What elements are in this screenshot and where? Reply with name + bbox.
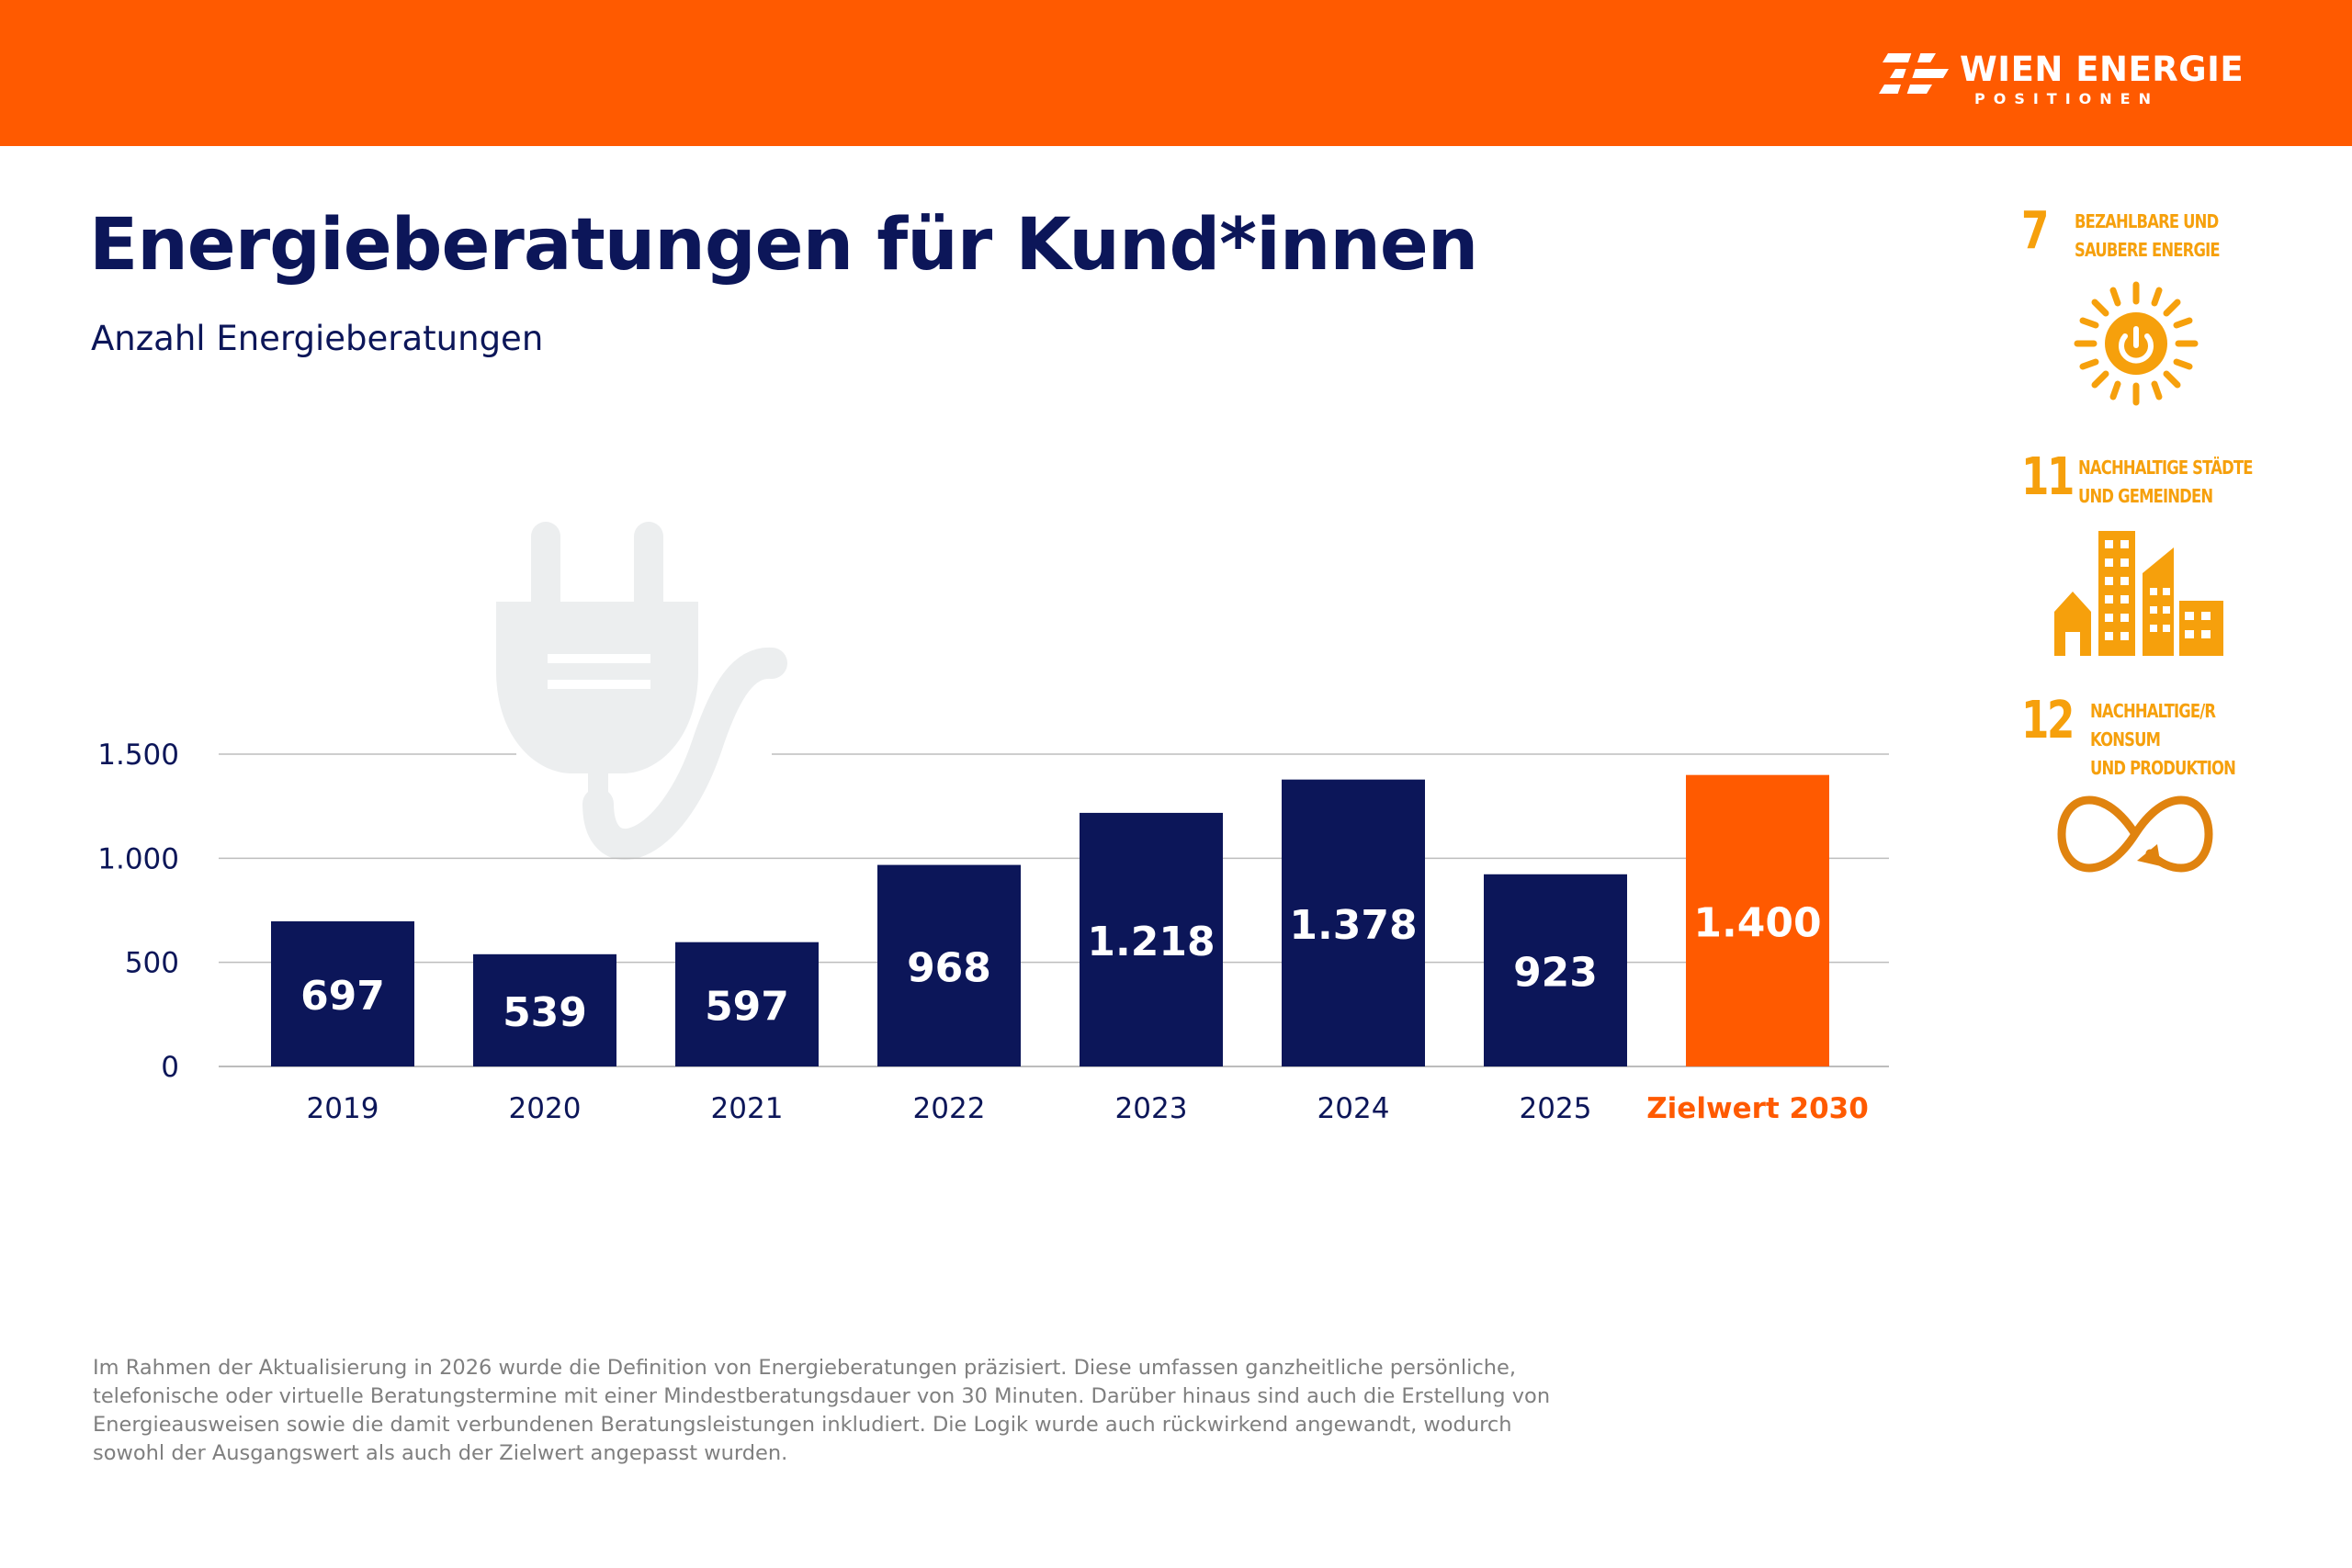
y-tick-label: 500	[125, 947, 179, 980]
data-label: 968	[907, 944, 991, 991]
wien-energie-logo-icon	[1879, 51, 1949, 96]
bar-series: 697 539 597 968 1.218 1.378 923 1.400	[271, 774, 1829, 1066]
bar-2019	[271, 921, 414, 1066]
bar-2023	[1080, 812, 1223, 1066]
y-tick-label: 0	[161, 1051, 179, 1084]
x-tick-label: 2019	[307, 1092, 379, 1125]
data-label: 1.378	[1289, 902, 1417, 949]
sdg-7-text: BEZAHLBARE UND SAUBERE ENERGIE	[2075, 210, 2221, 261]
city-buildings-icon	[2054, 531, 2223, 656]
y-tick-label: 1.500	[97, 739, 179, 772]
x-tick-label: 2023	[1115, 1092, 1188, 1125]
header-bar: WIEN ENERGIE POSITIONEN	[0, 0, 2352, 146]
chart-grid	[219, 753, 1889, 1067]
x-tick-label: 2024	[1317, 1092, 1390, 1125]
bar-zielwert-2030	[1686, 774, 1829, 1066]
x-tick-label: 2025	[1520, 1092, 1592, 1125]
wien-energie-logo: WIEN ENERGIE POSITIONEN	[1879, 48, 2265, 112]
data-label: 1.400	[1693, 899, 1821, 946]
y-tick-label: 1.000	[97, 842, 179, 875]
bar-2020	[473, 953, 616, 1066]
infinity-icon	[2057, 795, 2213, 873]
data-label: 539	[503, 989, 587, 1036]
x-axis: 2019 2020 2021 2022 2023 2024 2025 Zielwert 203…	[307, 1092, 1869, 1125]
x-tick-label: 2022	[913, 1092, 986, 1125]
data-label: 923	[1513, 949, 1598, 996]
y-axis: 0 500 1.000 1.500	[97, 739, 179, 1084]
data-label: 697	[300, 973, 385, 1020]
footnote: Im Rahmen der Aktualisierung in 2026 wur…	[93, 1356, 1551, 1465]
sdg-12-text: NACHHALTIGE/R KONSUM UND PRODUKTION	[2090, 700, 2236, 779]
bar-2021	[675, 942, 819, 1066]
page-subtitle: Anzahl Energieberatungen	[91, 319, 544, 358]
plug-icon	[496, 522, 787, 860]
sdg-11-number: 11	[2021, 447, 2075, 507]
page-title: Energieberatungen für Kund*innen	[89, 204, 1478, 287]
bar-2024	[1282, 779, 1425, 1066]
brand-name: WIEN ENERGIE	[1960, 50, 2245, 89]
data-label: 1.218	[1087, 919, 1215, 965]
bar-2022	[877, 864, 1021, 1066]
x-tick-label: 2021	[711, 1092, 784, 1125]
sdg-11-text: NACHHALTIGE STÄDTE UND GEMEINDEN	[2078, 457, 2253, 507]
sun-power-icon	[2074, 281, 2199, 406]
x-tick-label: 2020	[509, 1092, 582, 1125]
data-label: 597	[705, 983, 789, 1030]
bar-2025	[1484, 874, 1627, 1066]
x-tick-label: Zielwert 2030	[1646, 1092, 1869, 1125]
sdg-7-number: 7	[2021, 201, 2049, 261]
sdg-12-number: 12	[2021, 691, 2075, 750]
brand-subtitle: POSITIONEN	[1974, 90, 2159, 107]
